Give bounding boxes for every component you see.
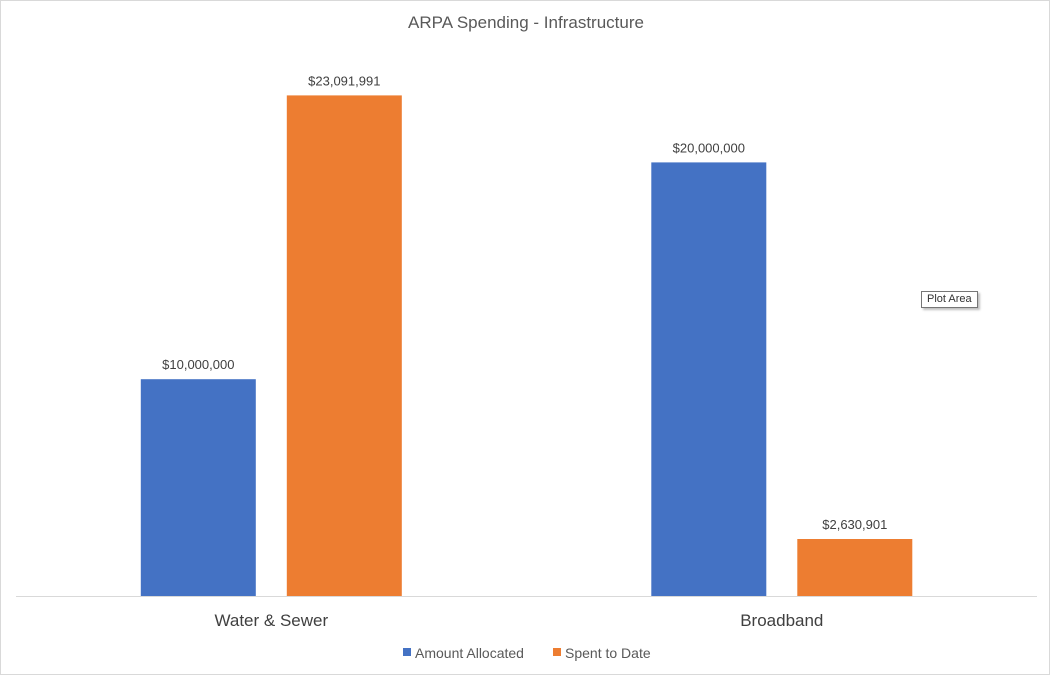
legend-swatch-0[interactable] bbox=[403, 648, 411, 656]
data-label-1-0[interactable]: $20,000,000 bbox=[673, 140, 745, 155]
data-label-1-1[interactable]: $2,630,901 bbox=[822, 517, 887, 532]
bars-layer bbox=[140, 95, 913, 597]
bar-0-0[interactable] bbox=[140, 379, 256, 596]
legend-label-0[interactable]: Amount Allocated bbox=[415, 645, 524, 661]
data-labels-layer: $10,000,000 $23,091,991 $20,000,000 $2,630,… bbox=[162, 73, 887, 532]
bar-1-0[interactable] bbox=[651, 162, 767, 596]
legend-swatch-1[interactable] bbox=[553, 648, 561, 656]
category-label-0[interactable]: Water & Sewer bbox=[214, 611, 328, 630]
data-label-0-0[interactable]: $10,000,000 bbox=[162, 357, 234, 372]
data-label-0-1[interactable]: $23,091,991 bbox=[308, 73, 380, 88]
bar-1-1[interactable] bbox=[797, 539, 913, 596]
bar-0-1[interactable] bbox=[286, 95, 402, 597]
category-labels-layer: Water & Sewer Broadband bbox=[214, 611, 823, 630]
plot-area-tooltip: Plot Area bbox=[921, 291, 978, 308]
category-label-1[interactable]: Broadband bbox=[740, 611, 823, 630]
legend-label-1[interactable]: Spent to Date bbox=[565, 645, 651, 661]
chart-title[interactable]: ARPA Spending - Infrastructure bbox=[408, 13, 644, 32]
legend[interactable]: Amount Allocated Spent to Date bbox=[403, 645, 651, 661]
